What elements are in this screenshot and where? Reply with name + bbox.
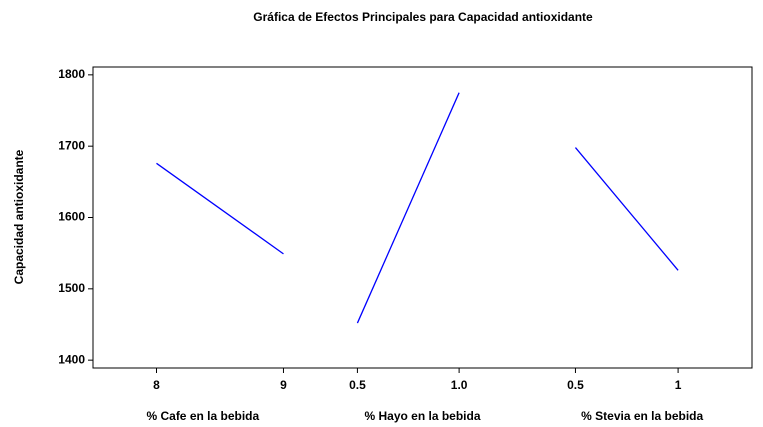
effect-line <box>574 147 679 271</box>
y-tick-label: 1600 <box>58 210 85 224</box>
y-tick-label: 1400 <box>58 352 85 366</box>
x-axis-label: % Cafe en la bebida <box>146 409 259 423</box>
x-tick-label: 1 <box>675 378 682 392</box>
effect-line <box>356 92 460 324</box>
x-axis-label: % Stevia en la bebida <box>581 409 703 423</box>
x-axis-label: % Hayo en la bebida <box>364 409 480 423</box>
effect-line <box>156 162 284 255</box>
y-tick-label: 1800 <box>58 67 85 81</box>
x-tick-label: 0.5 <box>349 378 366 392</box>
chart-title: Gráfica de Efectos Principales para Capa… <box>253 10 593 24</box>
y-tick-label: 1700 <box>58 138 85 152</box>
y-tick-label: 1500 <box>58 281 85 295</box>
x-tick-label: 0.5 <box>567 378 584 392</box>
y-axis-label: Capacidad antioxidante <box>12 149 26 284</box>
plot-frame <box>92 66 753 369</box>
x-tick-label: 9 <box>280 378 287 392</box>
x-tick-label: 1.0 <box>451 378 468 392</box>
x-tick-label: 8 <box>153 378 160 392</box>
